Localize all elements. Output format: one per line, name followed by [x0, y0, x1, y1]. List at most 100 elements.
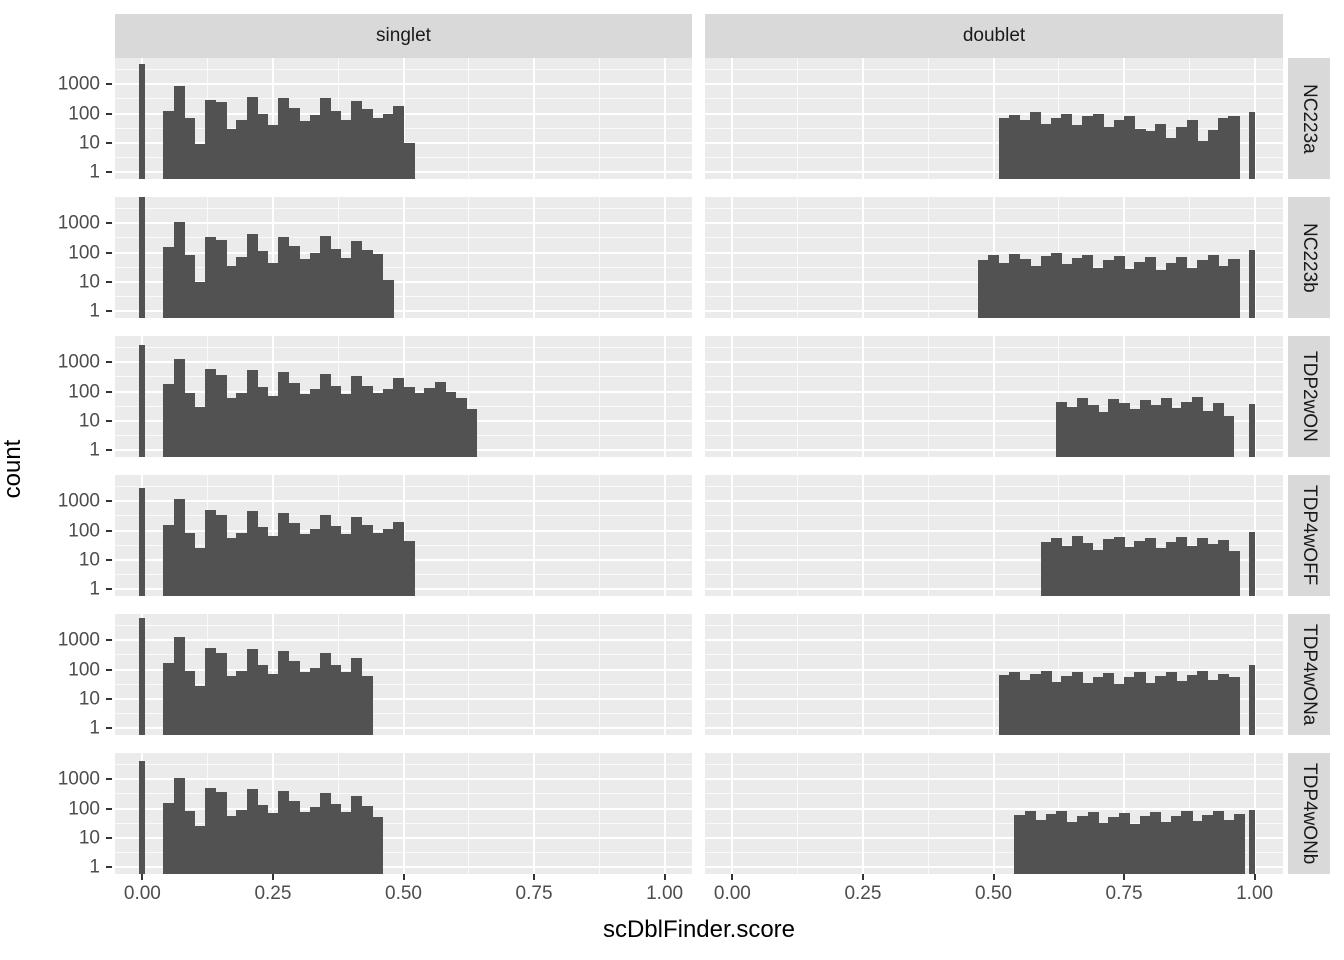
gridline-major-h: [705, 697, 1283, 700]
facet-strip-TDP4wONa: TDP4wONa: [1288, 614, 1330, 735]
facet-strip-TDP2wON: TDP2wON: [1288, 336, 1330, 457]
gridline-minor-h: [705, 98, 1283, 100]
panel-TDP4wOFF-singlet: [115, 475, 692, 596]
gridline-minor-v: [1058, 475, 1060, 596]
histogram-bar: [163, 662, 175, 735]
histogram-bar: [319, 653, 331, 735]
histogram-bar: [1103, 672, 1115, 735]
histogram-bar: [1186, 545, 1198, 596]
histogram-bar: [184, 118, 196, 179]
gridline-major-v: [992, 336, 995, 457]
histogram-bar: [267, 262, 279, 318]
gridline-minor-h: [705, 515, 1283, 517]
histogram-bar: [319, 373, 331, 457]
histogram-bar: [278, 512, 290, 596]
gridline-major-h: [705, 588, 1283, 591]
histogram-bar: [1050, 681, 1062, 735]
facet-strip-doublet: doublet: [705, 14, 1283, 58]
histogram-bar: [1202, 815, 1214, 874]
y-tick-mark: [106, 866, 112, 869]
histogram-bar: [1165, 262, 1177, 318]
gridline-minor-h: [115, 237, 692, 239]
gridline-major-v: [731, 336, 734, 457]
histogram-bar: [288, 523, 300, 596]
histogram-bar: [1186, 267, 1198, 318]
gridline-minor-v: [468, 475, 470, 596]
histogram-bar: [1191, 820, 1203, 874]
gridline-minor-v: [1058, 336, 1060, 457]
histogram-bar: [278, 651, 290, 735]
histogram-bar: [1207, 679, 1219, 735]
histogram-bar: [351, 375, 363, 457]
gridline-major-h: [115, 310, 692, 313]
histogram-bar: [1228, 677, 1240, 735]
gridline-minor-v: [927, 614, 929, 735]
gridline-major-h: [115, 836, 692, 839]
gridline-minor-v: [468, 58, 470, 179]
histogram-bar: [988, 255, 1000, 318]
histogram-bar: [1056, 810, 1068, 874]
histogram-spike-bar: [1248, 112, 1255, 179]
histogram-bar: [215, 652, 227, 735]
histogram-bar: [184, 810, 196, 874]
histogram-bar: [1202, 410, 1214, 457]
histogram-bar: [257, 804, 269, 874]
gridline-minor-h: [115, 376, 692, 378]
y-tick-mark: [106, 449, 112, 452]
gridline-major-v: [731, 58, 734, 179]
gridline-minor-v: [927, 336, 929, 457]
histogram-bar: [194, 825, 206, 874]
histogram-bar: [1233, 814, 1245, 874]
histogram-bar: [330, 249, 342, 318]
facet-strip-TDP4wOFF: TDP4wOFF: [1288, 475, 1330, 596]
histogram-bar: [246, 96, 258, 179]
x-tick-mark: [731, 874, 734, 880]
gridline-major-v: [402, 753, 405, 874]
histogram-bar: [340, 258, 352, 318]
gridline-minor-v: [598, 614, 600, 735]
gridline-major-h: [705, 112, 1283, 115]
histogram-bar: [173, 359, 185, 457]
y-tick-mark: [106, 697, 112, 700]
histogram-bar: [1071, 258, 1083, 318]
histogram-bar: [1197, 671, 1209, 735]
histogram-bar: [361, 250, 373, 318]
histogram-bar: [257, 113, 269, 179]
histogram-bar: [1097, 822, 1109, 874]
histogram-bar: [1103, 539, 1115, 596]
gridline-major-h: [705, 500, 1283, 503]
histogram-bar: [1108, 399, 1120, 457]
histogram-bar: [403, 387, 415, 457]
histogram-bar: [236, 670, 248, 735]
gridline-major-h: [705, 419, 1283, 422]
histogram-bar: [1171, 407, 1183, 457]
gridline-major-h: [705, 390, 1283, 393]
panel-NC223b-singlet: [115, 197, 692, 318]
gridline-minor-v: [1188, 58, 1190, 179]
y-tick-mark: [106, 558, 112, 561]
x-tick-label: 0.00: [713, 883, 751, 904]
histogram-bar: [1218, 674, 1230, 735]
histogram-bar: [205, 647, 217, 735]
histogram-bar: [466, 409, 478, 457]
gridline-minor-h: [115, 764, 692, 766]
gridline-minor-v: [797, 336, 799, 457]
histogram-bar: [361, 525, 373, 596]
histogram-bar: [1207, 255, 1219, 318]
histogram-bar: [299, 394, 311, 457]
histogram-spike-bar: [1248, 809, 1255, 874]
histogram-bar: [299, 534, 311, 596]
histogram-bar: [309, 667, 321, 735]
histogram-bar: [1082, 254, 1094, 318]
histogram-bar: [1165, 541, 1177, 596]
histogram-bar: [1045, 814, 1057, 874]
histogram-bar: [1197, 538, 1209, 596]
histogram-bar: [194, 144, 206, 179]
y-tick-label: 1: [89, 161, 100, 183]
histogram-bar: [330, 111, 342, 179]
histogram-bar: [1030, 265, 1042, 318]
gridline-major-h: [705, 778, 1283, 781]
histogram-bar: [1155, 270, 1167, 318]
gridline-minor-v: [1188, 614, 1190, 735]
gridline-minor-h: [705, 434, 1283, 436]
